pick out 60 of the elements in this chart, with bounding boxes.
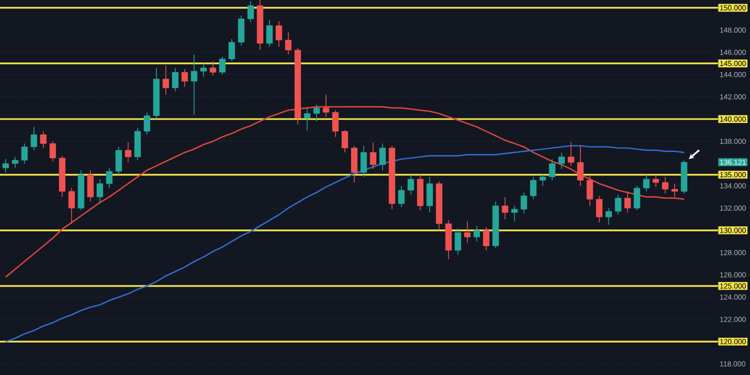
candlestick (40, 130, 47, 148)
candlestick (426, 176, 433, 213)
candlestick (454, 228, 462, 256)
candlestick (219, 56, 226, 75)
candlestick (285, 32, 292, 55)
candlestick (238, 15, 244, 46)
candlestick (21, 143, 28, 164)
candlestick (172, 67, 178, 92)
candlestick (247, 0, 254, 23)
candlestick (634, 185, 640, 211)
candlestick (2, 158, 9, 173)
candlestick (342, 130, 348, 153)
candlestick (662, 176, 668, 194)
candlestick (624, 190, 631, 213)
candlestick (511, 205, 518, 222)
candlestick (304, 108, 310, 131)
candlestick (540, 173, 546, 186)
candlestick (408, 174, 414, 196)
candlestick (548, 158, 556, 181)
candlestick (144, 112, 150, 136)
candlestick (605, 208, 612, 226)
candlestick (360, 145, 367, 178)
candlestick (530, 176, 537, 200)
candlestick (398, 185, 405, 208)
candlestick (671, 183, 678, 198)
candlestick (106, 168, 113, 188)
candlestick (190, 54, 198, 116)
candlestick (50, 140, 56, 162)
candlestick (276, 20, 282, 48)
candlestick (322, 94, 330, 118)
candlestick (474, 225, 480, 242)
candlestick (482, 226, 490, 251)
candlestick (12, 156, 18, 168)
candlestick (210, 60, 216, 76)
candlestick (181, 68, 188, 88)
candlestick (614, 194, 622, 216)
candlestick (313, 104, 320, 122)
candlestick (568, 142, 574, 166)
candlestick (379, 143, 386, 171)
candlestick (87, 170, 94, 202)
candlestick (68, 188, 75, 224)
candlestick (502, 196, 508, 220)
candlestick (370, 142, 376, 170)
candlestick (652, 174, 660, 188)
candlestick (558, 152, 565, 170)
candlestick (332, 110, 339, 138)
candlestick (200, 63, 207, 78)
candlestick (228, 38, 236, 62)
candlestick (266, 20, 273, 48)
candlestick (520, 192, 528, 214)
candlestick (96, 178, 104, 204)
candlestick (643, 174, 650, 192)
candlestick (124, 142, 132, 163)
candlestick (596, 195, 602, 223)
candlestick (162, 65, 170, 95)
candlestick (586, 175, 594, 206)
candlestick (464, 221, 471, 243)
candlestick (577, 145, 584, 186)
candlestick (116, 146, 122, 176)
candlestick (30, 126, 38, 151)
